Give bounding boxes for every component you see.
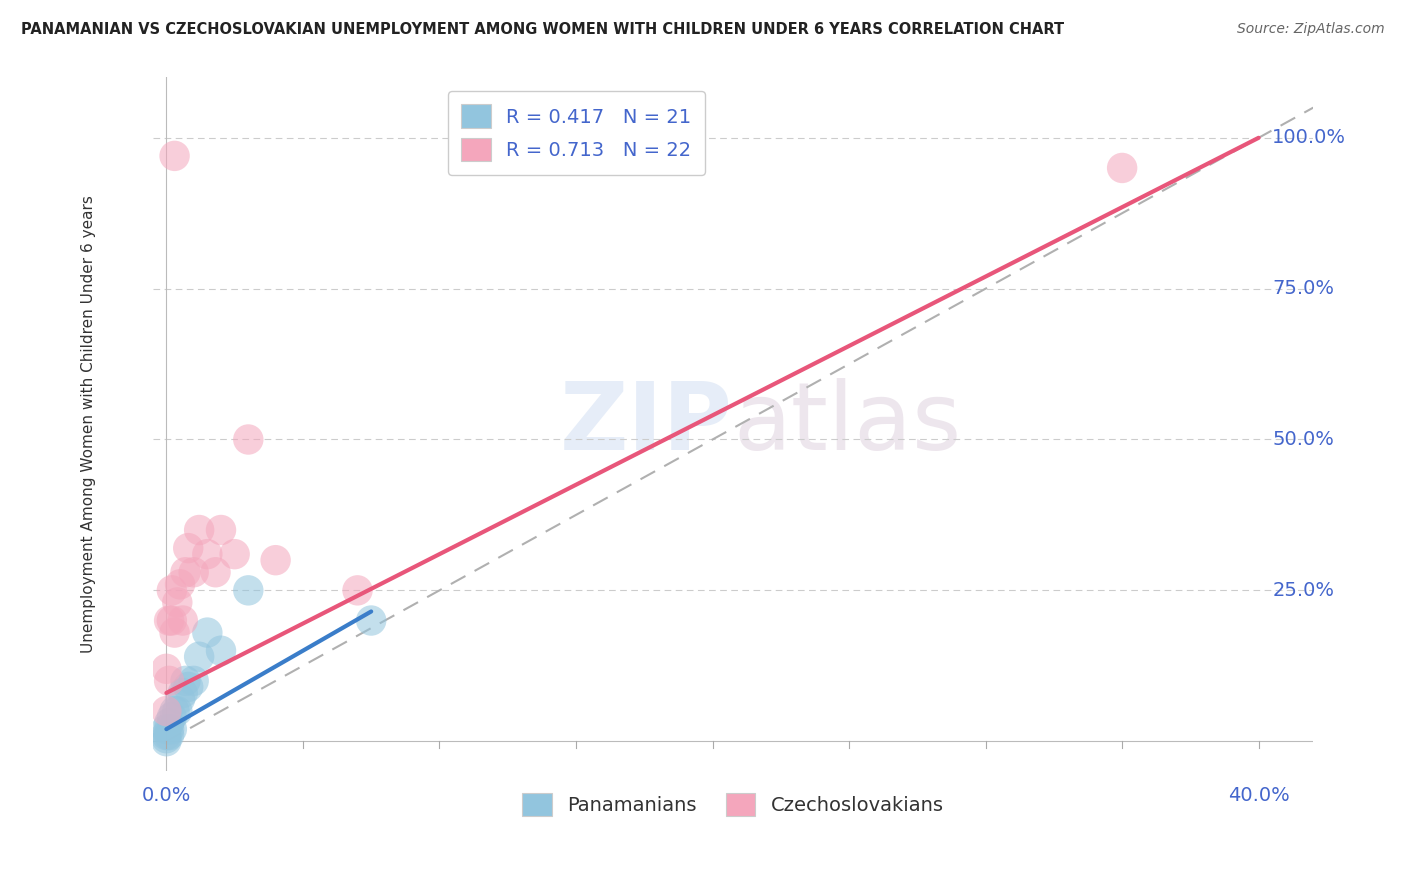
Text: 0.0%: 0.0% [142, 787, 191, 805]
Point [177, 680, 200, 694]
Point [188, 523, 211, 537]
Text: 75.0%: 75.0% [1272, 279, 1334, 298]
Point [166, 595, 188, 609]
Point [1111, 161, 1133, 175]
Text: 40.0%: 40.0% [1227, 787, 1289, 805]
Point [155, 704, 177, 718]
Point [346, 583, 368, 598]
Point [157, 722, 180, 736]
Point [174, 566, 197, 580]
Point [157, 673, 180, 688]
Point [160, 722, 183, 736]
Point [160, 710, 183, 724]
Point [183, 566, 205, 580]
Point [155, 734, 177, 748]
Point [157, 614, 180, 628]
Point [169, 692, 191, 706]
Point [238, 583, 260, 598]
Point [188, 649, 211, 664]
Text: Unemployment Among Women with Children Under 6 years: Unemployment Among Women with Children U… [82, 195, 97, 653]
Text: ZIP: ZIP [560, 378, 733, 470]
Point [155, 731, 177, 746]
Legend: Panamanians, Czechoslovakians: Panamanians, Czechoslovakians [515, 785, 952, 824]
Point [166, 704, 188, 718]
Point [169, 577, 191, 591]
Point [195, 625, 218, 640]
Point [209, 523, 232, 537]
Point [209, 643, 232, 657]
Point [160, 614, 183, 628]
Point [195, 547, 218, 561]
Point [163, 625, 186, 640]
Point [174, 673, 197, 688]
Point [155, 662, 177, 676]
Text: 50.0%: 50.0% [1272, 430, 1334, 449]
Point [155, 728, 177, 742]
Point [360, 614, 382, 628]
Point [160, 583, 183, 598]
Text: 25.0%: 25.0% [1272, 581, 1334, 599]
Point [163, 149, 186, 163]
Point [172, 614, 194, 628]
Point [157, 716, 180, 731]
Point [238, 433, 260, 447]
Point [204, 566, 226, 580]
Point [264, 553, 287, 567]
Point [163, 704, 186, 718]
Point [172, 686, 194, 700]
Text: Source: ZipAtlas.com: Source: ZipAtlas.com [1237, 22, 1385, 37]
Text: 100.0%: 100.0% [1272, 128, 1347, 147]
Point [177, 541, 200, 555]
Text: atlas: atlas [733, 378, 962, 470]
Point [183, 673, 205, 688]
Point [224, 547, 246, 561]
Point [155, 722, 177, 736]
Text: PANAMANIAN VS CZECHOSLOVAKIAN UNEMPLOYMENT AMONG WOMEN WITH CHILDREN UNDER 6 YEA: PANAMANIAN VS CZECHOSLOVAKIAN UNEMPLOYME… [21, 22, 1064, 37]
Point [157, 728, 180, 742]
